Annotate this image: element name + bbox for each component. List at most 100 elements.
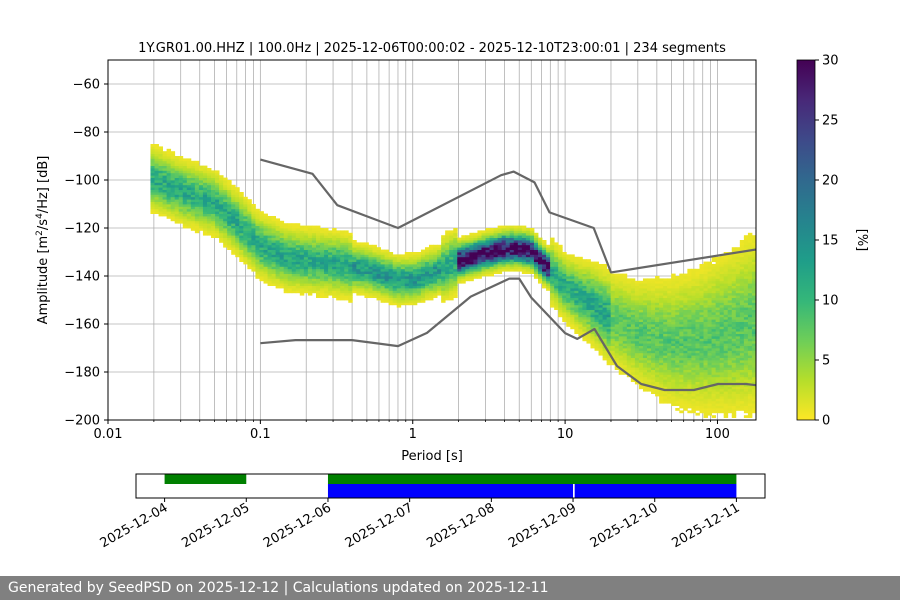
heatmap-cell	[186, 220, 192, 224]
heatmap-cell	[283, 278, 289, 282]
heatmap-cell	[703, 324, 708, 327]
heatmap-cell	[655, 348, 660, 351]
heatmap-cell	[606, 288, 612, 291]
heatmap-cell	[614, 336, 620, 339]
heatmap-cell	[659, 398, 664, 402]
heatmap-cell	[606, 283, 612, 286]
heatmap-cell	[291, 266, 297, 270]
heatmap-cell	[485, 271, 490, 274]
heatmap-cell	[235, 225, 240, 229]
heatmap-cell	[691, 355, 696, 358]
heatmap-cell	[659, 355, 664, 358]
heatmap-cell	[747, 388, 753, 392]
heatmap-cell	[388, 280, 394, 284]
heatmap-cell	[295, 285, 301, 289]
heatmap-cell	[481, 240, 486, 243]
heatmap-cell	[558, 285, 563, 289]
heatmap-cell	[352, 259, 357, 262]
heatmap-cell	[691, 367, 696, 370]
heatmap-cell	[158, 208, 163, 212]
heatmap-cell	[651, 328, 656, 332]
heatmap-cell	[449, 230, 454, 234]
heatmap-cell	[651, 355, 656, 358]
heatmap-cell	[501, 237, 507, 241]
heatmap-cell	[743, 280, 749, 284]
heatmap-cell	[166, 156, 172, 159]
heatmap-cell	[743, 252, 749, 255]
heatmap-cell	[186, 170, 192, 174]
heatmap-cell	[606, 290, 612, 294]
heatmap-cell	[606, 362, 612, 366]
heatmap-cell	[489, 254, 495, 258]
heatmap-cell	[735, 307, 741, 310]
heatmap-cell	[501, 240, 507, 243]
heatmap-cell	[477, 261, 482, 265]
heatmap-cell	[590, 304, 595, 308]
heatmap-cell	[150, 158, 155, 162]
heatmap-cell	[433, 280, 438, 284]
heatmap-cell	[647, 386, 652, 390]
heatmap-cell	[190, 199, 196, 202]
heatmap-cell	[340, 230, 345, 234]
heatmap-cell	[162, 172, 168, 176]
heatmap-cell	[638, 302, 644, 306]
heatmap-cell	[715, 302, 721, 306]
heatmap-cell	[727, 400, 733, 404]
heatmap-cell	[723, 326, 729, 330]
heatmap-cell	[727, 256, 733, 260]
heatmap-cell	[441, 295, 446, 298]
heatmap-cell	[699, 304, 704, 308]
heatmap-cell	[416, 290, 422, 294]
heatmap-cell	[320, 276, 325, 279]
heatmap-cell	[416, 288, 422, 291]
heatmap-cell	[295, 256, 301, 260]
heatmap-cell	[743, 316, 749, 320]
heatmap-cell	[574, 292, 579, 296]
heatmap-cell	[719, 362, 725, 366]
heatmap-cell	[642, 369, 648, 373]
heatmap-cell	[348, 247, 353, 250]
heatmap-cell	[324, 276, 329, 279]
heatmap-cell	[384, 261, 390, 265]
heatmap-cell	[396, 304, 402, 308]
heatmap-cell	[497, 244, 503, 248]
heatmap-cell	[703, 297, 708, 301]
heatmap-cell	[275, 271, 281, 274]
heatmap-cell	[719, 283, 725, 286]
heatmap-cell	[360, 278, 365, 282]
heatmap-cell	[219, 177, 224, 181]
heatmap-cell	[687, 283, 692, 286]
heatmap-cell	[412, 268, 418, 272]
heatmap-cell	[723, 391, 729, 394]
heatmap-cell	[558, 302, 563, 306]
heatmap-cell	[642, 376, 648, 380]
heatmap-cell	[578, 316, 583, 320]
heatmap-cell	[493, 254, 499, 258]
heatmap-cell	[667, 290, 672, 294]
heatmap-cell	[291, 252, 297, 255]
heatmap-cell	[602, 352, 608, 356]
heatmap-cell	[247, 242, 252, 246]
heatmap-cell	[715, 364, 721, 368]
heatmap-cell	[493, 252, 499, 255]
heatmap-cell	[227, 189, 232, 193]
heatmap-cell	[703, 266, 708, 270]
heatmap-cell	[154, 182, 159, 186]
heatmap-cell	[659, 285, 664, 289]
heatmap-cell	[259, 244, 264, 248]
heatmap-cell	[606, 336, 612, 339]
heatmap-cell	[388, 302, 394, 306]
heatmap-cell	[287, 266, 293, 270]
heatmap-cell	[320, 242, 325, 246]
heatmap-cell	[647, 314, 652, 318]
heatmap-cell	[723, 403, 729, 406]
heatmap-cell	[445, 280, 450, 284]
heatmap-cell	[275, 254, 281, 258]
heatmap-cell	[332, 249, 337, 253]
heatmap-cell	[521, 244, 527, 248]
heatmap-cell	[719, 256, 725, 260]
heatmap-cell	[743, 333, 749, 337]
heatmap-cell	[404, 271, 410, 274]
heatmap-cell	[679, 316, 684, 320]
heatmap-cell	[647, 319, 652, 322]
